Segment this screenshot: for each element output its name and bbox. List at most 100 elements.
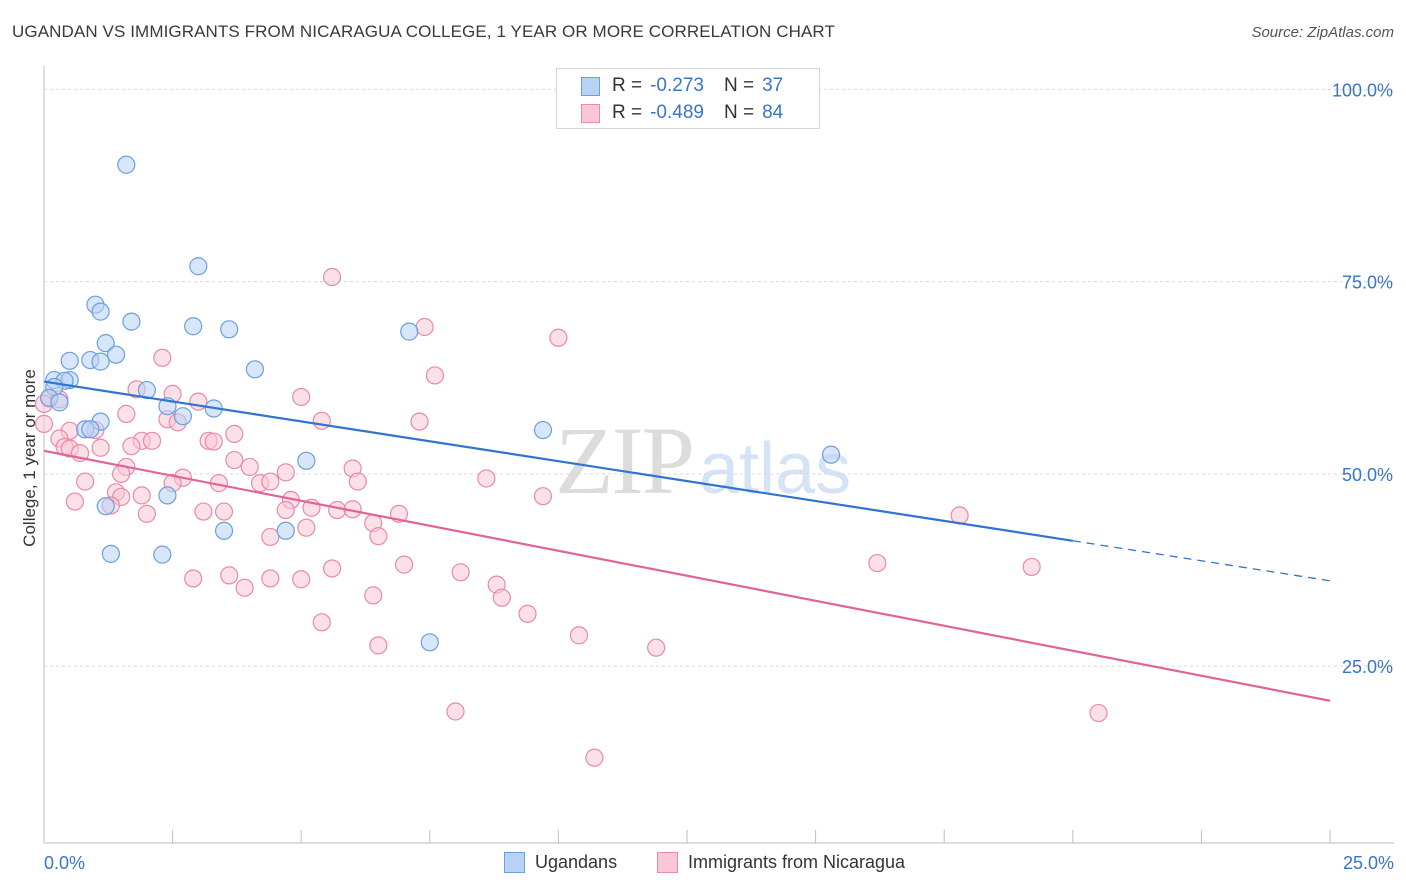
y-axis-label: College, 1 year or more <box>20 369 39 547</box>
nicaragua-point <box>137 504 156 523</box>
nicaragua-point <box>122 437 141 456</box>
ugandan-trend-line <box>43 380 1073 542</box>
ugandan-point <box>173 407 192 426</box>
nicaragua-point <box>647 638 666 657</box>
nicaragua-point <box>415 317 434 337</box>
nicaragua-point <box>1089 703 1108 723</box>
ugandan-point <box>533 420 553 440</box>
r-value: -0.273 <box>650 75 704 96</box>
legend-swatch-blue <box>504 852 525 873</box>
ugandan-point <box>297 451 316 470</box>
legend-swatch-blue <box>581 76 600 96</box>
correlation-legend: R = -0.273 N = 37 R = -0.489 N = 84 <box>556 68 820 129</box>
nicaragua-point <box>348 472 367 491</box>
nicaragua-point <box>369 527 388 546</box>
nicaragua-point <box>91 438 110 457</box>
ugandan-point <box>96 334 115 353</box>
legend-label: Ugandans <box>535 852 618 872</box>
r-value: -0.489 <box>650 102 704 123</box>
nicaragua-point <box>533 487 553 506</box>
n-label: N = <box>723 75 755 96</box>
nicaragua-point <box>410 412 429 431</box>
nicaragua-point <box>142 431 162 450</box>
y-tick-label: 25.0% <box>1342 657 1393 677</box>
ugandan-point <box>158 486 177 505</box>
nicaragua-point <box>153 348 172 367</box>
nicaragua-point <box>276 463 295 482</box>
nicaragua-point <box>225 424 244 443</box>
ugandan-point <box>106 345 126 364</box>
nicaragua-point <box>477 469 496 488</box>
chart-title: UGANDAN VS IMMIGRANTS FROM NICARAGUA COL… <box>12 22 835 41</box>
nicaragua-point <box>569 626 589 645</box>
legend-row-nicaragua: R = -0.489 N = 84 <box>581 101 783 125</box>
series-legend: Ugandans Immigrants from Nicaragua <box>0 852 1406 876</box>
nicaragua-point <box>322 267 342 287</box>
watermark: ZIPatlas <box>555 405 851 516</box>
y-tick-label: 75.0% <box>1342 273 1393 293</box>
ugandan-point <box>420 633 439 652</box>
nicaragua-point <box>261 472 280 491</box>
nicaragua-point <box>585 748 604 767</box>
ugandan-point <box>214 521 234 540</box>
nicaragua-point <box>518 604 537 623</box>
legend-row-ugandans: R = -0.273 N = 37 <box>581 74 783 98</box>
nicaragua-point <box>868 553 887 573</box>
nicaragua-point <box>189 392 208 411</box>
n-value: 37 <box>762 75 784 96</box>
nicaragua-point <box>292 387 311 407</box>
nicaragua-point <box>117 404 136 423</box>
nicaragua-point <box>240 457 259 477</box>
legend-item-ugandans[interactable]: Ugandans <box>504 852 617 873</box>
ugandan-point <box>122 312 141 331</box>
nicaragua-point <box>425 366 445 385</box>
ugandan-point <box>101 544 120 563</box>
nicaragua-point <box>204 432 223 451</box>
n-value: 84 <box>762 102 784 123</box>
nicaragua-point <box>184 569 203 588</box>
r-label: R = <box>612 102 643 123</box>
ugandan-point <box>96 497 115 516</box>
nicaragua-point <box>297 518 316 537</box>
nicaragua-point <box>276 500 295 520</box>
nicaragua-point <box>261 569 280 588</box>
nicaragua-point <box>369 636 388 655</box>
nicaragua-point <box>34 414 54 433</box>
legend-swatch-pink <box>657 852 678 873</box>
ugandan-point <box>91 352 110 371</box>
nicaragua-point <box>220 566 239 585</box>
nicaragua-point <box>261 527 280 547</box>
ugandan-point <box>821 445 841 464</box>
x-tick-label: 0.0% <box>44 853 85 873</box>
nicaragua-point <box>312 411 331 430</box>
ugandan-point <box>60 351 79 370</box>
y-tick-label: 100.0% <box>1332 80 1393 100</box>
nicaragua-trend-line <box>43 449 1331 702</box>
ugandan-point <box>189 257 208 276</box>
source-label: Source: ZipAtlas.com <box>1251 24 1394 41</box>
ugandan-point <box>220 320 239 339</box>
nicaragua-point <box>292 570 311 589</box>
nicaragua-point <box>394 555 414 574</box>
nicaragua-point <box>1022 557 1041 577</box>
nicaragua-point <box>322 559 342 578</box>
nicaragua-point <box>549 328 568 347</box>
n-label: N = <box>723 102 755 123</box>
nicaragua-point <box>132 486 151 505</box>
legend-swatch-pink <box>581 103 600 123</box>
ugandan-point <box>245 360 265 379</box>
x-tick-label: 25.0% <box>1343 853 1394 873</box>
ugandan-point <box>50 393 69 412</box>
ugandan-point <box>400 322 419 341</box>
ugandan-point <box>184 317 203 336</box>
legend-item-nicaragua[interactable]: Immigrants from Nicaragua <box>657 852 905 873</box>
ugandan-point <box>276 521 295 540</box>
nicaragua-point <box>194 502 213 521</box>
nicaragua-point <box>235 578 254 597</box>
nicaragua-point <box>364 586 383 605</box>
ugandan-point <box>117 155 136 174</box>
ugandan-trend-extension <box>1072 540 1331 582</box>
y-tick-label: 50.0% <box>1342 465 1393 485</box>
legend-label: Immigrants from Nicaragua <box>688 852 906 872</box>
